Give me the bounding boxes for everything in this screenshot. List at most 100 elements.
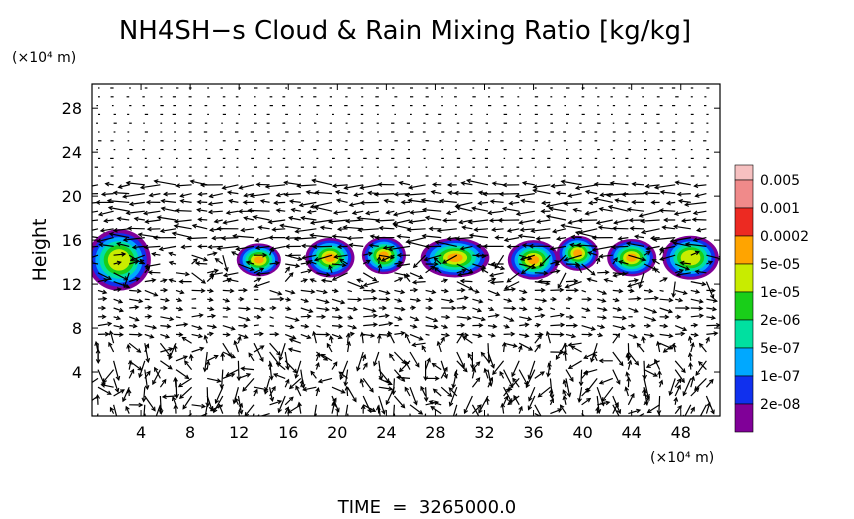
- wind-arrow: [130, 254, 146, 262]
- wind-arrow-head: [687, 352, 693, 358]
- wind-arrow: [487, 377, 493, 388]
- wind-arrow: [690, 314, 703, 318]
- wind-arrow: [547, 360, 551, 377]
- wind-arrow-head: [160, 206, 166, 212]
- wind-arrow-head: [539, 371, 545, 376]
- wind-arrow-head: [651, 317, 657, 322]
- wind-arrow: [92, 236, 99, 239]
- wind-arrow-head: [477, 190, 484, 196]
- wind-arrow: [518, 406, 523, 414]
- wind-arrow: [346, 386, 349, 397]
- wind-arrow-head: [95, 200, 101, 205]
- wind-arrow-head: [287, 215, 294, 221]
- wind-arrow: [295, 385, 302, 397]
- wind-arrow: [223, 272, 239, 277]
- wind-arrow-head: [396, 263, 402, 268]
- wind-arrow: [331, 361, 338, 370]
- wind-arrow: [425, 387, 428, 402]
- wind-arrow: [92, 245, 99, 248]
- chart-title: NH4SH−s Cloud & Rain Mixing Ratio [kg/kg…: [119, 16, 691, 46]
- wind-arrow: [384, 199, 395, 203]
- wind-arrow-head: [365, 210, 371, 216]
- wind-arrow-head: [603, 277, 609, 283]
- wind-arrow-head: [674, 180, 680, 186]
- wind-arrow-head: [335, 407, 340, 413]
- wind-arrow-head: [525, 383, 530, 389]
- wind-arrow-head: [245, 260, 251, 266]
- wind-arrow-head: [238, 185, 244, 190]
- wind-arrow: [546, 201, 567, 208]
- wind-arrow: [659, 307, 673, 313]
- wind-arrow-head: [653, 184, 659, 190]
- wind-arrow-head: [614, 198, 620, 203]
- wind-arrow-head: [321, 314, 327, 320]
- wind-arrow-head: [284, 406, 290, 412]
- wind-arrow: [435, 241, 457, 247]
- wind-arrow-head: [549, 397, 555, 403]
- wind-arrow-head: [439, 198, 445, 204]
- wind-arrow-head: [631, 181, 637, 187]
- wind-arrow-head: [205, 360, 211, 366]
- wind-arrow: [546, 331, 551, 344]
- wind-arrow: [92, 228, 99, 231]
- wind-arrow: [159, 245, 177, 251]
- wind-arrow-head: [586, 277, 592, 283]
- wind-arrow-head: [612, 272, 618, 278]
- colorbar-swatch: [734, 263, 754, 293]
- wind-arrow: [674, 325, 687, 331]
- wind-arrow: [260, 200, 270, 203]
- wind-arrow: [420, 386, 427, 397]
- wind-arrow-head: [338, 258, 344, 264]
- wind-arrow-head: [605, 400, 611, 406]
- wind-arrow-head: [636, 408, 642, 414]
- wind-arrow: [339, 360, 349, 380]
- wind-arrow: [299, 201, 317, 207]
- colorbar-label: 0.005: [760, 173, 800, 189]
- wind-arrow-head: [238, 409, 244, 415]
- wind-arrow: [690, 289, 700, 293]
- wind-arrow: [459, 219, 473, 224]
- wind-arrow-head: [658, 379, 664, 385]
- wind-arrow: [597, 271, 609, 274]
- wind-arrow: [144, 279, 156, 283]
- wind-arrow-head: [371, 407, 377, 412]
- wind-arrow: [144, 289, 158, 297]
- wind-arrow-head: [668, 297, 674, 303]
- wind-arrow-head: [168, 347, 174, 352]
- wind-arrow-head: [411, 279, 417, 285]
- wind-arrow-head: [409, 428, 413, 432]
- wind-arrow: [393, 224, 411, 230]
- wind-arrow-head: [278, 356, 284, 362]
- wind-arrow-head: [233, 339, 239, 346]
- wind-arrow-head: [475, 377, 481, 383]
- wind-arrow: [248, 352, 255, 362]
- wind-arrow-head: [601, 298, 607, 303]
- wind-arrow: [695, 193, 707, 197]
- wind-arrow-head: [420, 385, 425, 391]
- wind-arrow: [442, 254, 458, 264]
- wind-arrow: [366, 210, 379, 215]
- wind-arrow: [363, 252, 373, 256]
- wind-arrow-head: [445, 210, 451, 216]
- wind-arrow-head: [306, 209, 312, 215]
- wind-arrow: [534, 334, 542, 344]
- wind-arrow: [447, 237, 457, 240]
- wind-arrow-head: [290, 289, 296, 295]
- wind-arrow: [238, 373, 251, 379]
- wind-arrow-head: [400, 403, 406, 409]
- wind-arrow: [223, 219, 239, 224]
- wind-arrow-head: [698, 305, 704, 311]
- colorbar-top-swatch: [734, 164, 754, 181]
- wind-arrow: [643, 297, 658, 300]
- wind-arrow-head: [137, 232, 143, 238]
- wind-arrow-head: [506, 278, 512, 283]
- wind-arrow-head: [455, 236, 461, 241]
- wind-arrow-head: [662, 277, 668, 282]
- wind-arrow: [128, 369, 135, 379]
- wind-arrow-head: [313, 257, 319, 262]
- wind-arrow: [472, 263, 486, 269]
- wind-arrow-head: [593, 181, 599, 187]
- wind-arrow-head: [166, 323, 172, 329]
- wind-arrow-head: [168, 278, 174, 283]
- wind-arrow: [378, 386, 393, 390]
